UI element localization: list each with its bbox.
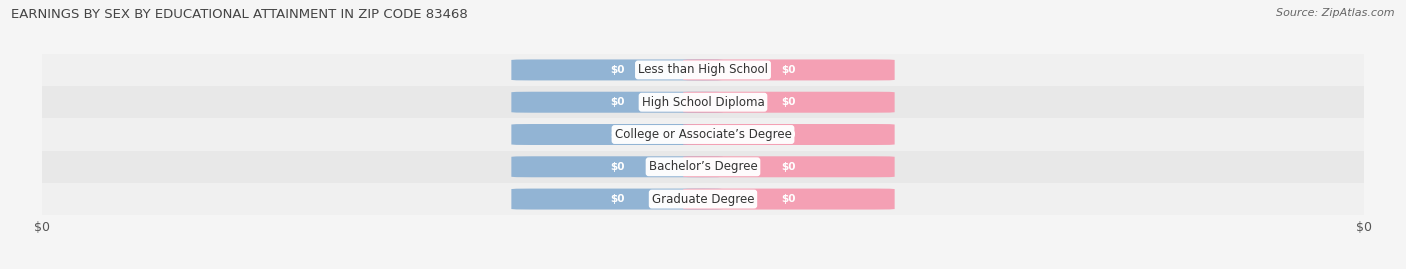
FancyBboxPatch shape <box>512 59 723 80</box>
Bar <box>42 86 1364 118</box>
Text: High School Diploma: High School Diploma <box>641 96 765 109</box>
FancyBboxPatch shape <box>683 124 894 145</box>
Bar <box>42 183 1364 215</box>
FancyBboxPatch shape <box>512 124 723 145</box>
FancyBboxPatch shape <box>512 156 723 177</box>
FancyBboxPatch shape <box>512 92 723 113</box>
FancyBboxPatch shape <box>683 92 894 113</box>
Text: Less than High School: Less than High School <box>638 63 768 76</box>
Text: $0: $0 <box>610 97 624 107</box>
Bar <box>42 54 1364 86</box>
Text: Source: ZipAtlas.com: Source: ZipAtlas.com <box>1277 8 1395 18</box>
Text: $0: $0 <box>782 162 796 172</box>
Text: $0: $0 <box>782 129 796 140</box>
Bar <box>42 151 1364 183</box>
FancyBboxPatch shape <box>512 189 723 210</box>
Text: $0: $0 <box>610 194 624 204</box>
Text: Bachelor’s Degree: Bachelor’s Degree <box>648 160 758 173</box>
Text: $0: $0 <box>610 162 624 172</box>
Text: $0: $0 <box>782 97 796 107</box>
Text: $0: $0 <box>610 65 624 75</box>
Text: $0: $0 <box>782 194 796 204</box>
Text: College or Associate’s Degree: College or Associate’s Degree <box>614 128 792 141</box>
FancyBboxPatch shape <box>683 189 894 210</box>
FancyBboxPatch shape <box>683 156 894 177</box>
Text: EARNINGS BY SEX BY EDUCATIONAL ATTAINMENT IN ZIP CODE 83468: EARNINGS BY SEX BY EDUCATIONAL ATTAINMEN… <box>11 8 468 21</box>
FancyBboxPatch shape <box>683 59 894 80</box>
Bar <box>42 118 1364 151</box>
Text: $0: $0 <box>782 65 796 75</box>
Text: Graduate Degree: Graduate Degree <box>652 193 754 206</box>
Text: $0: $0 <box>610 129 624 140</box>
